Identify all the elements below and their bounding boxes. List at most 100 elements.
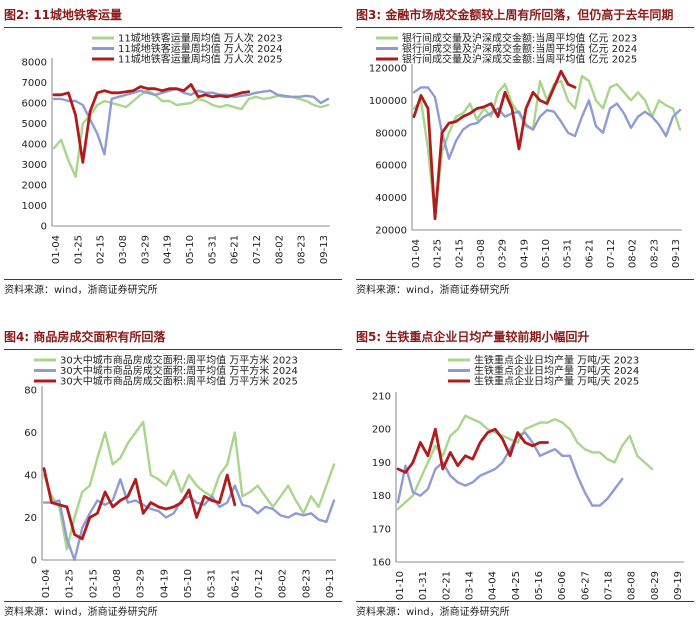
panel-metro: 图2: 11城地铁客运量 11城地铁客运量周均值 万人次 2023 11城地铁客运…: [4, 0, 342, 300]
x-tick-label: 04-19: [519, 239, 530, 268]
source-rule: [356, 279, 694, 280]
y-tick-label: 3000: [22, 160, 47, 171]
x-tick-label: 06-27: [580, 571, 591, 600]
panel-housing: 图4: 商品房成交面积有所回落 30大中城市商品房成交面积:周平均值 万平方米 …: [4, 322, 342, 622]
y-tick-label: 0: [31, 556, 37, 567]
y-tick-label: 5000: [22, 119, 47, 130]
legend-label: 11城地铁客运量周均值 万人次 2025: [118, 53, 283, 66]
x-tick-label: 02-15: [454, 239, 465, 268]
source-rule: [4, 279, 342, 280]
y-tick-label: 200: [372, 425, 391, 436]
series-line-2025: [396, 427, 549, 474]
x-tick-label: 05-31: [207, 235, 218, 264]
x-tick-label: 08-23: [301, 569, 312, 598]
x-tick-label: 07-18: [604, 571, 615, 600]
x-tick-label: 08-23: [649, 239, 660, 268]
y-tick-label: 100000: [369, 96, 407, 107]
source-note: 资料来源：wind，浙商证券研究所: [4, 607, 158, 618]
x-tick-label: 08-02: [274, 235, 285, 264]
y-tick-label: 6000: [22, 99, 47, 110]
y-tick-label: 80000: [375, 128, 407, 139]
x-tick-label: 08-02: [278, 569, 289, 598]
x-tick-label: 09-13: [671, 239, 682, 268]
x-tick-label: 07-12: [606, 239, 617, 268]
x-tick-label: 01-04: [411, 239, 422, 268]
y-tick-label: 20000: [375, 226, 407, 237]
x-tick-label: 05-10: [541, 239, 552, 268]
x-tick-label: 04-25: [511, 571, 522, 600]
x-tick-label: 08-02: [628, 239, 639, 268]
legend-label: 30大中城市商品房成交面积:周平均值 万平方米 2024: [60, 364, 298, 377]
x-tick-label: 09-19: [673, 571, 684, 600]
series-line-2024: [52, 87, 330, 156]
legend-label: 生铁重点企业日均产量 万吨/天 2023: [474, 354, 639, 367]
x-tick-label: 02-15: [96, 235, 107, 264]
chart-title: 图4: 商品房成交面积有所回落: [4, 330, 166, 344]
title-rule: [356, 349, 694, 350]
x-tick-label: 03-29: [498, 239, 509, 268]
y-tick-label: 2000: [22, 181, 47, 192]
source-rule: [4, 601, 342, 602]
legend-label: 11城地铁客运量周均值 万人次 2023: [118, 32, 283, 45]
y-tick-label: 160: [372, 558, 391, 569]
panel-pig-iron: 图5: 生铁重点企业日均产量较前期小幅回升 生铁重点企业日均产量 万吨/天 20…: [356, 322, 694, 622]
y-tick-label: 190: [372, 458, 391, 469]
x-tick-label: 08-08: [627, 571, 638, 600]
series-line-2023: [42, 420, 336, 551]
y-tick-label: 40: [24, 471, 37, 482]
y-tick-label: 60000: [375, 161, 407, 172]
y-tick-label: 1000: [22, 201, 47, 212]
x-tick-label: 04-19: [159, 569, 170, 598]
x-tick-label: 06-06: [557, 571, 568, 600]
chart-title: 图5: 生铁重点企业日均产量较前期小幅回升: [356, 330, 590, 344]
y-tick-label: 210: [372, 392, 391, 403]
x-tick-label: 03-08: [476, 239, 487, 268]
x-tick-label: 01-31: [418, 571, 429, 600]
chart-financial: 银行间成交量及沪深成交金额:当周平均值 亿元 2023银行间成交量及沪深成交金额…: [369, 32, 682, 268]
y-tick-label: 20: [24, 513, 37, 524]
x-tick-label: 05-10: [183, 569, 194, 598]
y-tick-label: 40000: [375, 193, 407, 204]
chart-housing: 30大中城市商品房成交面积:周平均值 万平方米 202330大中城市商品房成交面…: [24, 354, 336, 598]
x-tick-label: 02-15: [88, 569, 99, 598]
series-line-2025: [52, 83, 251, 164]
y-tick-label: 180: [372, 491, 391, 502]
source-note: 资料来源：wind，浙商证券研究所: [356, 607, 510, 618]
series-line-2024: [42, 478, 336, 562]
x-tick-label: 01-25: [433, 239, 444, 268]
series-line-2024: [412, 86, 682, 160]
y-tick-label: 120000: [369, 64, 407, 75]
x-tick-label: 05-31: [563, 239, 574, 268]
x-tick-label: 01-04: [41, 569, 52, 598]
y-tick-label: 8000: [22, 58, 47, 69]
x-tick-label: 06-21: [230, 235, 241, 264]
source-note: 资料来源：wind，浙商证券研究所: [4, 285, 158, 296]
x-tick-label: 05-31: [207, 569, 218, 598]
legend-label: 生铁重点企业日均产量 万吨/天 2025: [474, 375, 639, 388]
legend-label: 11城地铁客运量周均值 万人次 2024: [118, 42, 283, 55]
series-line-2025: [42, 467, 237, 541]
x-tick-label: 03-29: [140, 235, 151, 264]
x-tick-label: 03-08: [112, 569, 123, 598]
x-tick-label: 05-16: [534, 571, 545, 600]
x-tick-label: 01-25: [73, 235, 84, 264]
x-tick-label: 04-04: [488, 571, 499, 600]
x-tick-label: 09-13: [325, 569, 336, 598]
y-tick-label: 80: [24, 386, 37, 397]
x-tick-label: 06-21: [230, 569, 241, 598]
series-line-2024: [396, 431, 624, 507]
legend-label: 30大中城市商品房成交面积:周平均值 万平方米 2025: [60, 375, 298, 388]
y-tick-label: 7000: [22, 78, 47, 89]
x-tick-label: 06-21: [584, 239, 595, 268]
x-tick-label: 01-04: [51, 235, 62, 264]
series-line-2023: [52, 89, 330, 179]
x-tick-label: 02-21: [441, 571, 452, 600]
y-tick-label: 60: [24, 428, 37, 439]
chart-title: 图3: 金融市场成交金额较上周有所回落，但仍高于去年同期: [356, 8, 674, 22]
legend-label: 银行间成交量及沪深成交金额:当周平均值 亿元 2023: [402, 32, 637, 45]
title-rule: [4, 27, 342, 28]
source-note: 资料来源：wind，浙商证券研究所: [356, 285, 510, 296]
x-tick-label: 03-29: [136, 569, 147, 598]
